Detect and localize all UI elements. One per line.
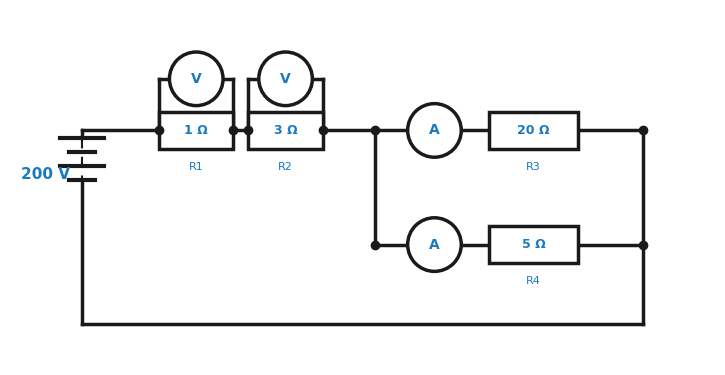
- Text: R3: R3: [526, 162, 541, 172]
- Text: 3 Ω: 3 Ω: [274, 124, 297, 137]
- Text: R1: R1: [189, 162, 204, 172]
- Text: 200 V: 200 V: [21, 166, 70, 182]
- Circle shape: [170, 52, 223, 106]
- Text: V: V: [280, 72, 291, 86]
- Text: R4: R4: [526, 276, 541, 286]
- Circle shape: [407, 104, 461, 157]
- Text: A: A: [429, 123, 440, 137]
- Text: V: V: [191, 72, 202, 86]
- FancyBboxPatch shape: [249, 112, 323, 149]
- FancyBboxPatch shape: [489, 112, 579, 149]
- Text: R2: R2: [278, 162, 293, 172]
- FancyBboxPatch shape: [159, 112, 233, 149]
- Text: A: A: [429, 238, 440, 252]
- Text: 20 Ω: 20 Ω: [518, 124, 550, 137]
- Text: 5 Ω: 5 Ω: [522, 238, 546, 251]
- Text: 1 Ω: 1 Ω: [184, 124, 208, 137]
- Circle shape: [407, 218, 461, 272]
- FancyBboxPatch shape: [489, 226, 579, 263]
- Circle shape: [259, 52, 312, 106]
